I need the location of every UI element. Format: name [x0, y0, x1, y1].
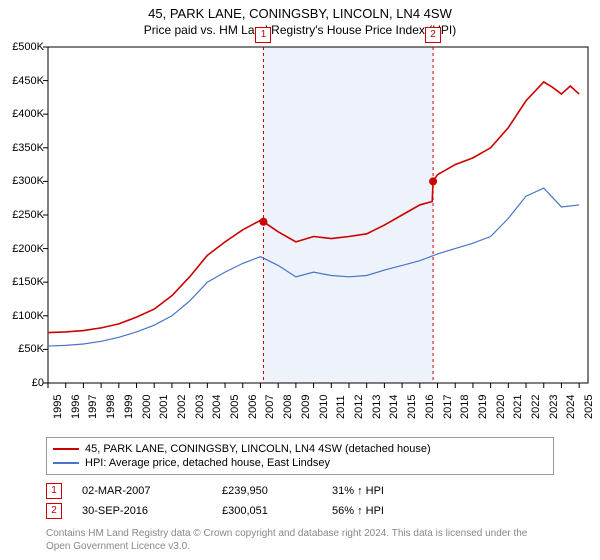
x-tick-label: 1998	[105, 395, 117, 419]
x-tick-label: 2000	[141, 395, 153, 419]
sale-row: 2 30-SEP-2016 £300,051 56% ↑ HPI	[46, 501, 554, 521]
sale-date: 30-SEP-2016	[82, 505, 202, 517]
x-tick-label: 2021	[512, 395, 524, 419]
sale-date: 02-MAR-2007	[82, 485, 202, 497]
sale-delta: 31% ↑ HPI	[332, 485, 384, 497]
x-tick-label: 1996	[70, 395, 82, 419]
x-tick-label: 2010	[318, 395, 330, 419]
legend-swatch	[53, 448, 79, 450]
x-tick-label: 2013	[371, 395, 383, 419]
sale-row-marker: 1	[46, 483, 62, 499]
x-tick-label: 2005	[229, 395, 241, 419]
x-tick-label: 1997	[87, 395, 99, 419]
sale-price: £239,950	[222, 485, 312, 497]
x-tick-label: 1999	[123, 395, 135, 419]
y-tick-label: £150K	[0, 276, 44, 288]
x-tick-label: 1995	[52, 395, 64, 419]
y-tick-label: £400K	[0, 108, 44, 120]
x-tick-label: 2012	[353, 395, 365, 419]
x-tick-label: 2022	[530, 395, 542, 419]
y-tick-label: £300K	[0, 175, 44, 187]
x-tick-label: 2014	[388, 395, 400, 419]
chart-container: 45, PARK LANE, CONINGSBY, LINCOLN, LN4 4…	[0, 0, 600, 560]
x-tick-label: 2018	[459, 395, 471, 419]
y-tick-label: £100K	[0, 310, 44, 322]
chart-svg	[0, 43, 600, 433]
sale-row-marker: 2	[46, 503, 62, 519]
x-tick-label: 2015	[406, 395, 418, 419]
legend-label: 45, PARK LANE, CONINGSBY, LINCOLN, LN4 4…	[85, 443, 431, 455]
sale-row: 1 02-MAR-2007 £239,950 31% ↑ HPI	[46, 481, 554, 501]
x-tick-label: 2008	[282, 395, 294, 419]
sale-marker-1: 1	[255, 27, 271, 43]
credit-text: Contains HM Land Registry data © Crown c…	[46, 527, 554, 553]
sale-delta: 56% ↑ HPI	[332, 505, 384, 517]
legend-box: 45, PARK LANE, CONINGSBY, LINCOLN, LN4 4…	[46, 437, 554, 475]
y-tick-label: £500K	[0, 41, 44, 53]
sales-table: 1 02-MAR-2007 £239,950 31% ↑ HPI 2 30-SEP-201…	[46, 481, 554, 521]
sale-marker-2: 2	[425, 27, 441, 43]
legend-row: 45, PARK LANE, CONINGSBY, LINCOLN, LN4 4…	[53, 442, 547, 456]
x-tick-label: 2023	[548, 395, 560, 419]
x-tick-label: 2003	[194, 395, 206, 419]
legend-row: HPI: Average price, detached house, East…	[53, 456, 547, 470]
y-tick-label: £250K	[0, 209, 44, 221]
legend-label: HPI: Average price, detached house, East…	[85, 457, 330, 469]
y-tick-label: £0	[0, 377, 44, 389]
x-tick-label: 2019	[477, 395, 489, 419]
y-tick-label: £450K	[0, 75, 44, 87]
x-tick-label: 2004	[211, 395, 223, 419]
chart-area: £0 £50K £100K £150K £200K £250K £300K £350K £400…	[0, 43, 600, 433]
y-tick-label: £50K	[0, 343, 44, 355]
x-tick-label: 2025	[583, 395, 595, 419]
sale-price: £300,051	[222, 505, 312, 517]
y-tick-label: £350K	[0, 142, 44, 154]
x-tick-label: 2011	[335, 395, 347, 419]
x-tick-label: 2006	[247, 395, 259, 419]
y-tick-label: £200K	[0, 243, 44, 255]
x-tick-label: 2007	[264, 395, 276, 419]
x-tick-label: 2002	[176, 395, 188, 419]
chart-subtitle: Price paid vs. HM Land Registry's House …	[0, 21, 600, 43]
x-tick-label: 2009	[300, 395, 312, 419]
x-tick-label: 2016	[424, 395, 436, 419]
x-tick-label: 2020	[495, 395, 507, 419]
legend-swatch	[53, 462, 79, 464]
x-tick-label: 2017	[442, 395, 454, 419]
x-tick-label: 2024	[565, 395, 577, 419]
chart-title: 45, PARK LANE, CONINGSBY, LINCOLN, LN4 4…	[0, 0, 600, 21]
x-tick-label: 2001	[158, 395, 170, 419]
